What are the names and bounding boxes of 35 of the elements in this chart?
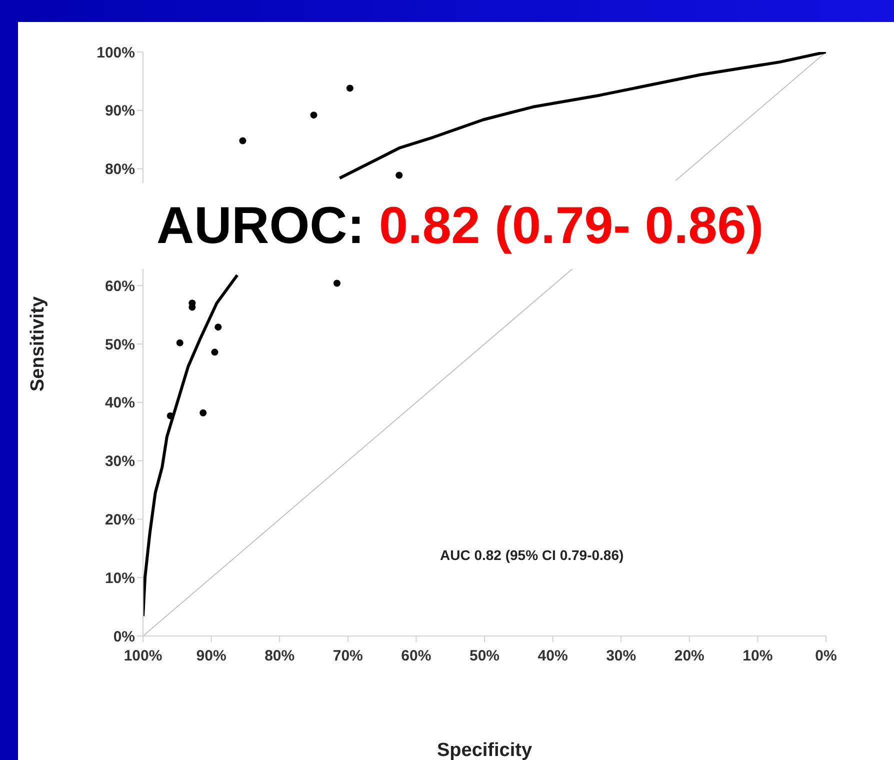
x-tick-label: 30% [606, 648, 636, 665]
y-tick-label: 100% [96, 44, 135, 62]
annotation: AUC 0.82 (95% CI 0.79-0.86) [440, 547, 624, 563]
annotation: 0.82 (0.79- 0.86) [378, 196, 764, 256]
y-tick-label: 20% [104, 512, 135, 529]
x-tick-label: 20% [674, 648, 704, 665]
point [211, 348, 218, 356]
x-axis-title: Specificity [436, 740, 532, 760]
y-tick-label: 60% [104, 278, 135, 295]
y-axis-title: Sensitivity [28, 296, 49, 392]
x-tick-label: 0% [815, 648, 837, 665]
x-tick-label: 10% [742, 648, 773, 665]
y-tick-label: 10% [104, 570, 135, 587]
y-tick-label: 0% [113, 628, 135, 646]
annotation: AUROC: [156, 196, 365, 256]
y-tick-label: 80% [104, 161, 135, 178]
point [239, 137, 246, 144]
point [310, 112, 318, 119]
x-tick-label: 80% [264, 648, 295, 665]
x-tick-label: 50% [469, 648, 500, 665]
y-tick-label: 40% [104, 394, 135, 412]
point [346, 84, 354, 92]
y-tick-label: 90% [104, 102, 135, 120]
x-tick-label: 40% [538, 648, 568, 665]
point [200, 409, 207, 416]
x-tick-label: 100% [124, 648, 162, 665]
point [396, 172, 403, 179]
point [214, 324, 222, 331]
y-tick-label: 30% [104, 453, 135, 470]
y-tick-label: 50% [104, 336, 135, 354]
x-tick-label: 90% [196, 648, 226, 665]
point [176, 339, 184, 346]
x-tick-label: 70% [332, 648, 363, 665]
point [333, 280, 340, 287]
x-tick-label: 60% [401, 648, 432, 665]
